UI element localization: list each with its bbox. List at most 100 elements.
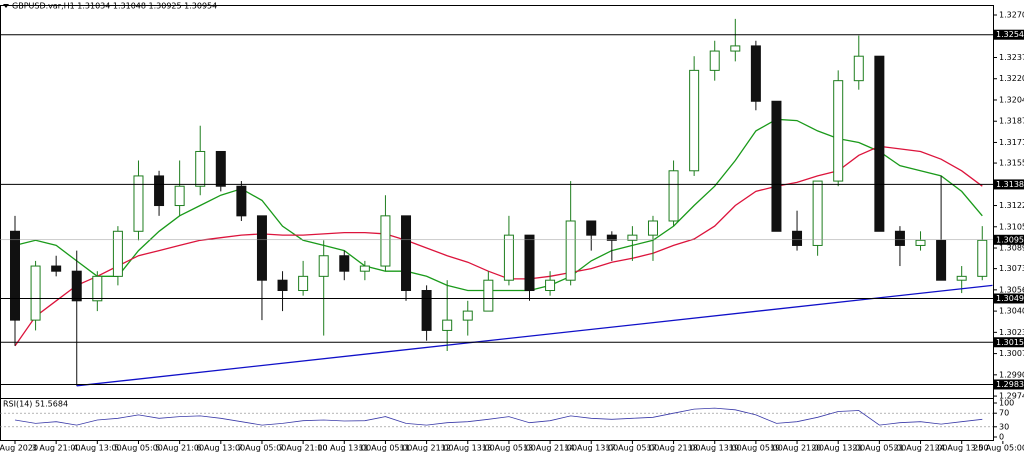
candle-body <box>51 265 62 272</box>
x-tick-label: 12 Aug 13:00 <box>441 444 495 453</box>
x-tick-label: 17 Aug 05:00 <box>605 444 659 453</box>
candle-body <box>380 215 391 267</box>
candle-body <box>565 220 576 281</box>
candle-body <box>359 265 370 272</box>
rsi-tick-label: 0 <box>999 433 1004 442</box>
candle-body <box>256 215 267 281</box>
candle-body <box>874 55 885 232</box>
y-tick-label: 1.31875 <box>999 117 1024 126</box>
x-tick-label: 5 Aug 05:00 <box>114 444 163 453</box>
rsi-tick-label: 100 <box>999 399 1014 408</box>
candle-body <box>812 180 823 246</box>
y-tick-label: 1.31710 <box>999 138 1024 147</box>
x-tick-label: 25 Aug 05:00 <box>973 444 1024 453</box>
x-tick-label: 21 Aug 21:00 <box>894 444 948 453</box>
candle-body <box>853 55 864 82</box>
x-tick-label: 13 Aug 05:00 <box>482 444 536 453</box>
candle-body <box>689 69 700 172</box>
x-tick-label: 5 Aug 21:00 <box>155 444 204 453</box>
x-tick-label: 21 Aug 05:00 <box>852 444 906 453</box>
x-tick-label: 19 Aug 21:00 <box>770 444 824 453</box>
level-label: 1.32547 <box>996 30 1024 39</box>
moving-average <box>14 145 983 347</box>
candle-body <box>750 45 761 102</box>
x-tick-label: 24 Aug 13:00 <box>935 444 989 453</box>
y-tick-label: 1.32700 <box>999 11 1024 20</box>
trend-line <box>76 284 993 387</box>
x-tick-label: 3 Aug 2020 <box>0 444 38 453</box>
candle-body <box>71 270 82 302</box>
menu-arrow <box>3 4 9 8</box>
current-price-label: 1.30954 <box>996 235 1024 244</box>
level-label: 1.31384 <box>996 180 1024 189</box>
x-tick-label: 10 Aug 13:00 <box>317 444 371 453</box>
candle-body <box>730 45 741 52</box>
candle-body <box>277 279 288 292</box>
level-label: 1.29830 <box>996 380 1024 389</box>
moving-average <box>14 118 983 292</box>
candle-body <box>894 230 905 246</box>
candle-body <box>668 170 679 222</box>
candle-body <box>503 234 514 281</box>
x-tick-label: 3 Aug 21:00 <box>32 444 81 453</box>
current-price-box <box>994 234 1024 245</box>
candle-body <box>339 255 350 272</box>
candle-body <box>298 275 309 292</box>
candle-body <box>915 239 926 246</box>
y-tick-label: 1.30890 <box>999 244 1024 253</box>
x-tick-label: 4 Aug 13:00 <box>73 444 122 453</box>
plot-frame <box>0 5 994 441</box>
rsi-line <box>14 407 983 426</box>
candle-body <box>977 239 988 277</box>
rsi-tick-label: 30 <box>999 422 1009 431</box>
candle-body <box>133 175 144 232</box>
candle-body <box>462 310 473 321</box>
candle-body <box>627 234 638 241</box>
candle-body <box>421 290 432 331</box>
candle-body <box>401 215 412 292</box>
y-tick-label: 1.31550 <box>999 159 1024 168</box>
y-tick-label: 1.29740 <box>999 392 1024 401</box>
x-tick-label: 11 Aug 21:00 <box>400 444 454 453</box>
y-tick-label: 1.30235 <box>999 328 1024 337</box>
y-tick-label: 1.30565 <box>999 285 1024 294</box>
y-tick-label: 1.32370 <box>999 53 1024 62</box>
y-tick-label: 1.31220 <box>999 201 1024 210</box>
x-tick-label: 14 Aug 13:00 <box>564 444 618 453</box>
candle-body <box>792 230 803 246</box>
x-tick-label: 19 Aug 05:00 <box>729 444 783 453</box>
rsi-tick-label: 70 <box>999 409 1009 418</box>
candle-body <box>174 185 185 207</box>
x-tick-label: 7 Aug 21:00 <box>279 444 328 453</box>
candle-body <box>833 80 844 182</box>
y-tick-label: 1.32040 <box>999 95 1024 104</box>
candle-body <box>215 150 226 187</box>
candle-body <box>606 234 617 241</box>
candle-body <box>195 150 206 187</box>
y-tick-label: 1.30400 <box>999 307 1024 316</box>
level-label-box <box>994 379 1024 390</box>
candle-body <box>709 50 720 71</box>
x-tick-label: 17 Aug 21:00 <box>647 444 701 453</box>
y-tick-label: 1.30070 <box>999 349 1024 358</box>
candle-body <box>10 230 20 321</box>
candle-body <box>524 234 535 292</box>
candle-body <box>318 255 329 277</box>
candle-body <box>154 175 165 207</box>
level-label-box <box>994 337 1024 348</box>
rsi-label: RSI(14) 51.5684 <box>3 400 68 409</box>
candle-body <box>936 239 947 281</box>
level-label: 1.30158 <box>996 338 1024 347</box>
candle-body <box>483 279 494 312</box>
candle-body <box>112 230 123 277</box>
y-tick-label: 1.30730 <box>999 264 1024 273</box>
y-tick-label: 1.32205 <box>999 74 1024 83</box>
candle-body <box>956 275 967 281</box>
level-label-box <box>994 179 1024 190</box>
level-label-box <box>994 293 1024 304</box>
x-tick-label: 18 Aug 13:00 <box>688 444 742 453</box>
candle-body <box>442 319 453 331</box>
x-tick-label: 20 Aug 13:00 <box>811 444 865 453</box>
x-tick-label: 6 Aug 13:00 <box>196 444 245 453</box>
